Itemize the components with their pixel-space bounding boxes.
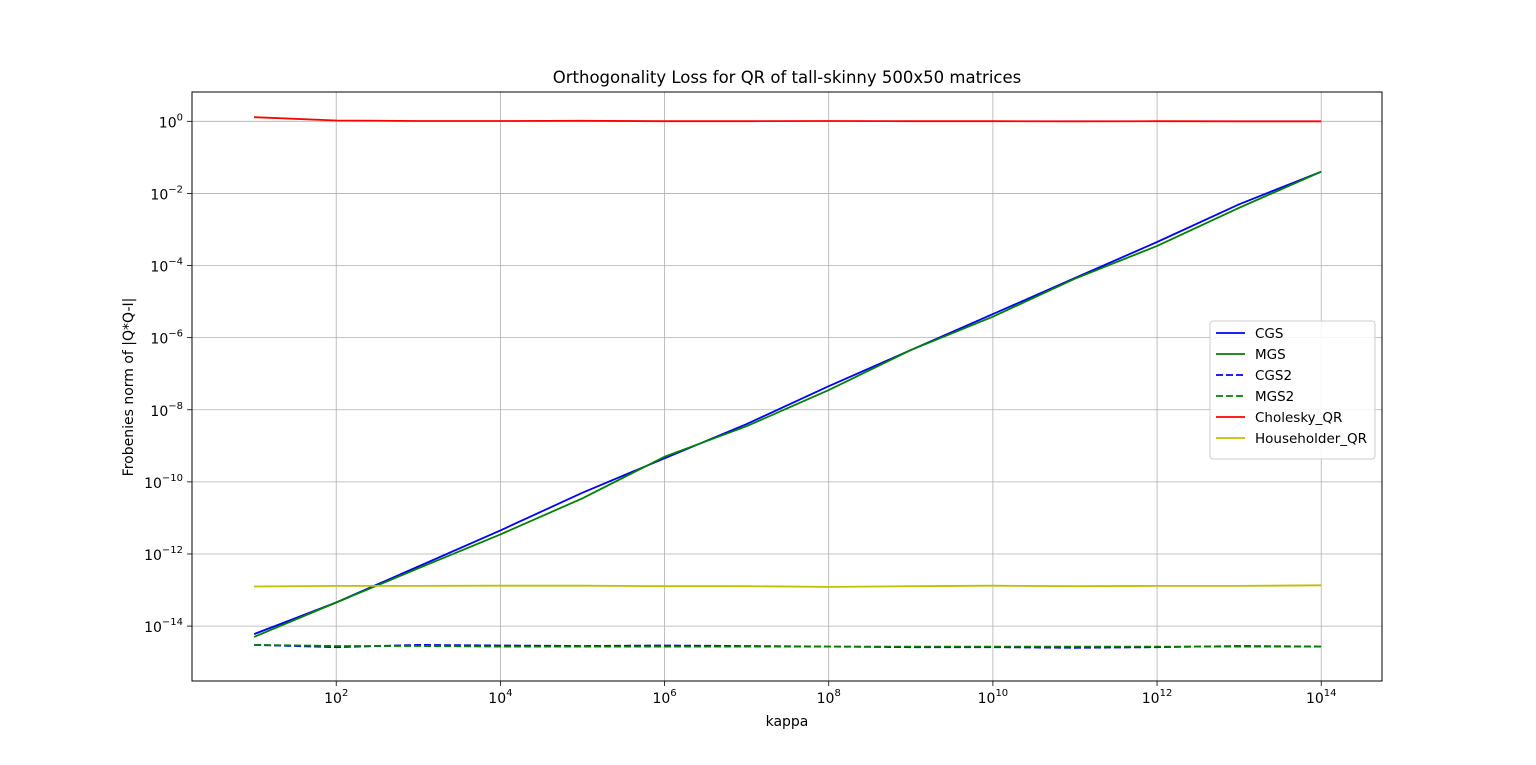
y-tick-label: 10−10 bbox=[144, 473, 183, 492]
x-tick-label: 104 bbox=[488, 688, 512, 707]
y-tick-label: 10−12 bbox=[144, 545, 183, 564]
axis-ticks: 102 104 106 108 1010 1012 1014 10−14 10−12 10−10 1… bbox=[144, 112, 1336, 707]
y-tick-label: 10−6 bbox=[150, 329, 183, 348]
y-tick-label: 100 bbox=[159, 112, 183, 131]
x-tick-label: 1014 bbox=[1306, 688, 1337, 707]
legend-box bbox=[1209, 320, 1376, 460]
legend-label: CGS bbox=[1255, 326, 1283, 342]
series-line-cholesky-qr bbox=[254, 116, 1322, 123]
x-tick-label: 102 bbox=[324, 688, 348, 707]
y-axis-label: Frobenies norm of |Q*Q-I| bbox=[121, 298, 137, 477]
legend-label: MGS bbox=[1255, 347, 1286, 363]
y-tick-label: 10−4 bbox=[150, 257, 183, 276]
legend-label: MGS2 bbox=[1255, 389, 1294, 405]
x-axis-label: kappa bbox=[766, 714, 809, 730]
legend-label: Cholesky_QR bbox=[1255, 410, 1342, 426]
y-tick-label: 10−8 bbox=[150, 401, 183, 420]
x-tick-label: 1012 bbox=[1142, 688, 1173, 707]
legend-label: Householder_QR bbox=[1255, 431, 1367, 447]
y-tick-label: 10−14 bbox=[144, 617, 183, 636]
x-tick-label: 106 bbox=[652, 688, 676, 707]
series-line-mgs2 bbox=[254, 644, 1322, 648]
series-line-householder-qr bbox=[254, 584, 1322, 588]
x-tick-label: 1010 bbox=[978, 688, 1009, 707]
plot-frame bbox=[191, 91, 1383, 682]
series-line-mgs bbox=[253, 170, 1322, 638]
x-tick-label: 108 bbox=[817, 688, 841, 707]
series-line-cgs bbox=[253, 170, 1322, 635]
legend: CGS MGS CGS2 MGS2 Cholesky_QR Householder_QR bbox=[1209, 320, 1376, 460]
legend-label: CGS2 bbox=[1255, 368, 1292, 384]
series-lines bbox=[253, 116, 1322, 649]
y-tick-label: 10−2 bbox=[150, 184, 183, 203]
chart-title: Orthogonality Loss for QR of tall-skinny… bbox=[553, 68, 1022, 87]
